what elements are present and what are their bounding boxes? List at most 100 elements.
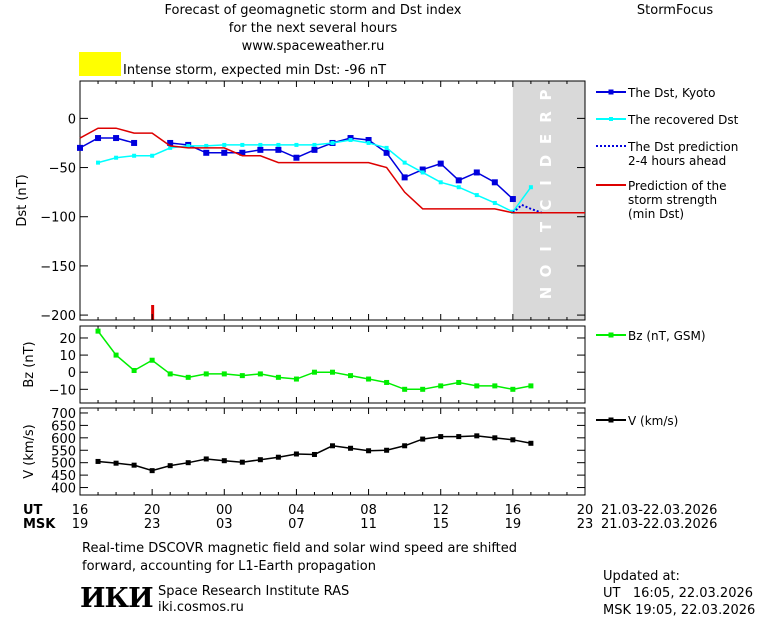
data-point	[150, 153, 155, 158]
prediction-label-letter: I	[537, 246, 555, 252]
legend-label: (min Dst)	[628, 207, 684, 221]
y-tick-label: 0	[68, 112, 76, 127]
legend-label: V (km/s)	[628, 414, 678, 428]
data-point	[456, 379, 462, 385]
website-link[interactable]: www.spaceweather.ru	[241, 39, 385, 54]
y-tick-label: −50	[49, 162, 76, 177]
data-point	[384, 379, 390, 385]
legend-label: storm strength	[628, 193, 717, 207]
ut-tick-label: 08	[360, 503, 377, 518]
data-point	[438, 180, 443, 185]
prediction-label-letter: T	[537, 221, 555, 232]
msk-tick-label: 19	[72, 517, 89, 532]
institute-url[interactable]: iki.cosmos.ru	[158, 600, 244, 615]
series-line	[79, 137, 135, 149]
legend-marker	[608, 417, 614, 423]
data-point	[114, 155, 119, 160]
data-point	[221, 149, 228, 156]
data-point	[221, 371, 227, 377]
data-point	[311, 451, 317, 457]
data-point	[438, 383, 444, 389]
data-point	[311, 146, 318, 153]
data-point	[293, 376, 299, 382]
data-point	[473, 169, 480, 176]
data-point	[113, 135, 120, 142]
data-point	[113, 460, 119, 466]
prediction-label-letter: N	[537, 287, 555, 300]
y-axis-label: Bz (nT)	[22, 341, 37, 387]
data-point	[275, 454, 281, 460]
brand-name: StormFocus	[636, 3, 714, 18]
msk-axis-label: MSK	[23, 517, 56, 532]
ut-tick-label: 00	[216, 503, 233, 518]
data-point	[131, 367, 137, 373]
ut-tick-label: 20	[577, 503, 594, 518]
data-point	[348, 138, 353, 143]
institute-name: Space Research Institute RAS	[158, 584, 350, 599]
data-point	[149, 468, 155, 474]
ut-axis-label: UT	[23, 503, 43, 518]
data-point	[239, 459, 245, 465]
data-point	[167, 371, 173, 377]
data-point	[168, 145, 173, 150]
data-point	[419, 166, 426, 173]
legend-marker	[608, 89, 614, 95]
y-tick-label: 550	[51, 444, 76, 459]
ut-tick-label: 04	[288, 503, 305, 518]
prediction-band	[512, 81, 585, 320]
msk-tick-label: 07	[288, 517, 305, 532]
data-point	[528, 440, 534, 446]
data-point	[96, 160, 101, 165]
prediction-label-letter: E	[537, 134, 555, 144]
msk-tick-label: 23	[577, 517, 594, 532]
data-point	[257, 371, 263, 377]
data-point	[366, 140, 371, 145]
data-point	[185, 460, 191, 466]
data-point	[167, 139, 174, 146]
prediction-label-letter: O	[537, 265, 555, 278]
data-point	[204, 143, 209, 148]
data-point	[492, 435, 498, 441]
data-point	[239, 149, 246, 156]
ut-date-range: 21.03-22.03.2026	[601, 503, 717, 518]
data-point	[330, 443, 335, 449]
data-point	[276, 142, 281, 147]
storm-level-swatch	[79, 52, 121, 76]
data-point	[77, 144, 83, 151]
data-point	[510, 437, 516, 443]
data-point	[366, 448, 372, 454]
data-point	[185, 374, 191, 380]
data-point	[474, 193, 479, 198]
data-point	[509, 196, 516, 203]
data-point	[420, 386, 426, 392]
data-point	[203, 149, 210, 156]
data-point	[456, 434, 462, 440]
y-tick-label: 650	[51, 419, 76, 434]
iki-logo: ИКИ	[80, 583, 154, 614]
ut-tick-label: 16	[505, 503, 522, 518]
y-tick-label: 20	[59, 332, 76, 347]
chart-title: Forecast of geomagnetic storm and Dst in…	[164, 3, 462, 18]
data-point	[401, 174, 408, 181]
data-point	[186, 143, 191, 148]
data-point	[239, 373, 245, 379]
y-axis-label: Dst (nT)	[15, 174, 30, 226]
data-point	[474, 433, 480, 439]
data-point	[456, 185, 461, 190]
data-point	[293, 451, 299, 457]
data-point	[528, 185, 533, 190]
data-point	[240, 142, 245, 147]
y-tick-label: 500	[51, 457, 76, 472]
data-point	[131, 462, 137, 468]
data-point	[474, 383, 480, 389]
data-point	[257, 146, 264, 153]
data-point	[437, 160, 444, 167]
legend-label: The Dst prediction	[627, 140, 738, 154]
data-point	[491, 179, 498, 186]
data-point	[402, 386, 408, 392]
series-line	[97, 330, 532, 391]
msk-tick-label: 11	[360, 517, 377, 532]
prediction-label-letter: R	[537, 111, 555, 123]
prediction-label-letter: C	[537, 199, 555, 210]
